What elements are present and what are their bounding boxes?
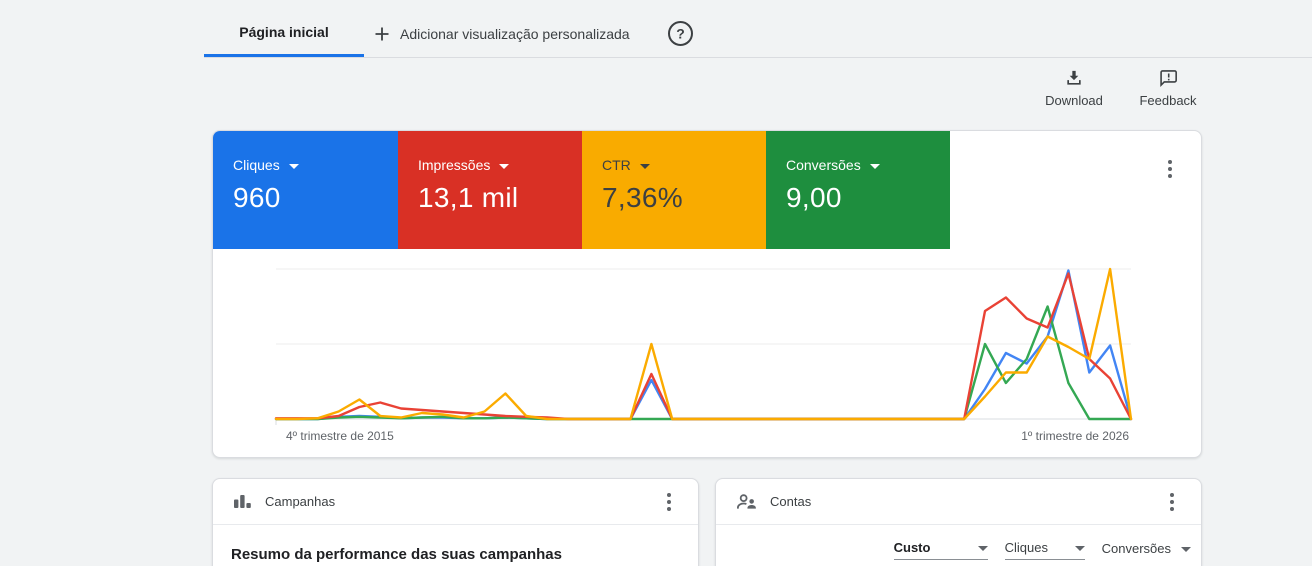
scorecard-cliques-label: Cliques — [233, 157, 280, 173]
scorecard-ctr[interactable]: CTR 7,36% — [582, 131, 766, 249]
download-label: Download — [1045, 93, 1103, 108]
trend-chart — [274, 267, 1133, 425]
add-custom-view-button[interactable]: Adicionar visualização personalizada — [374, 10, 630, 57]
help-icon[interactable]: ? — [667, 20, 694, 47]
chevron-down-icon — [1074, 546, 1085, 551]
campanhas-summary-title: Resumo da performance das suas campanhas — [231, 546, 562, 563]
tabbar-divider — [204, 57, 1312, 58]
trend-line-conversoes — [274, 305, 1133, 421]
svg-text:?: ? — [676, 26, 685, 42]
scorecard-cliques[interactable]: Cliques 960 — [213, 131, 398, 249]
trend-line-cliques — [274, 269, 1133, 421]
contas-kebab-menu[interactable] — [1163, 492, 1181, 512]
chevron-down-icon — [639, 163, 650, 169]
campanhas-card-header: Campanhas — [213, 479, 698, 525]
tab-pagina-inicial[interactable]: Página inicial — [204, 10, 364, 57]
contas-column-selectors: Custo Cliques Conversões — [716, 525, 1201, 560]
column-dropdown-cliques-label: Cliques — [1004, 540, 1048, 555]
scorecard-impressoes-label: Impressões — [418, 157, 491, 173]
scorecard-conversoes-value: 9,00 — [786, 182, 842, 213]
scorecard-ctr-label: CTR — [602, 157, 631, 173]
chevron-down-icon — [288, 163, 299, 169]
column-dropdown-cliques[interactable]: Cliques — [1004, 540, 1085, 560]
campanhas-card-title: Campanhas — [265, 494, 336, 509]
column-dropdown-conversoes[interactable]: Conversões — [1102, 541, 1191, 560]
contas-card-title: Contas — [770, 494, 812, 509]
feedback-button[interactable]: Feedback — [1128, 68, 1208, 108]
campanhas-kebab-menu[interactable] — [660, 492, 678, 512]
download-button[interactable]: Download — [1034, 68, 1114, 108]
add-custom-view-label: Adicionar visualização personalizada — [400, 25, 630, 42]
overview-card: Cliques 960 Impressões 13,1 mil CTR 7,36… — [212, 130, 1202, 458]
scorecard-impressoes-value: 13,1 mil — [418, 182, 519, 213]
column-dropdown-conversoes-label: Conversões — [1101, 541, 1171, 556]
plus-icon — [375, 27, 389, 40]
trend-line-impressoes — [274, 272, 1133, 421]
feedback-label: Feedback — [1139, 93, 1197, 108]
tab-label: Página inicial — [239, 24, 329, 40]
x-axis-start-label: 4º trimestre de 2015 — [286, 429, 394, 443]
contas-card: Contas Custo Cliques Conversões — [715, 478, 1202, 566]
accounts-people-icon — [737, 494, 756, 509]
chevron-down-icon — [499, 163, 510, 169]
campanhas-card: Campanhas Resumo da performance das suas… — [212, 478, 699, 566]
scorecard-conversoes-label: Conversões — [786, 157, 861, 173]
scorecard-ctr-value: 7,36% — [602, 182, 683, 213]
bar-chart-icon — [234, 495, 251, 508]
x-axis-end-label: 1º trimestre de 2026 — [1021, 429, 1129, 443]
chevron-down-icon — [1181, 547, 1191, 552]
scorecard-impressoes[interactable]: Impressões 13,1 mil — [398, 131, 582, 249]
column-dropdown-custo-label: Custo — [893, 540, 931, 555]
feedback-icon — [1160, 70, 1177, 87]
chevron-down-icon — [869, 163, 880, 169]
column-dropdown-custo[interactable]: Custo — [893, 540, 988, 560]
chevron-down-icon — [977, 546, 988, 551]
scorecard-conversoes[interactable]: Conversões 9,00 — [766, 131, 950, 249]
download-icon — [1067, 70, 1081, 85]
scorecard-cliques-value: 960 — [233, 182, 281, 213]
contas-card-header: Contas — [716, 479, 1201, 525]
trend-line-ctr — [274, 267, 1133, 421]
overview-kebab-menu[interactable] — [1161, 159, 1179, 179]
scorecards-row: Cliques 960 Impressões 13,1 mil CTR 7,36… — [213, 131, 1201, 249]
